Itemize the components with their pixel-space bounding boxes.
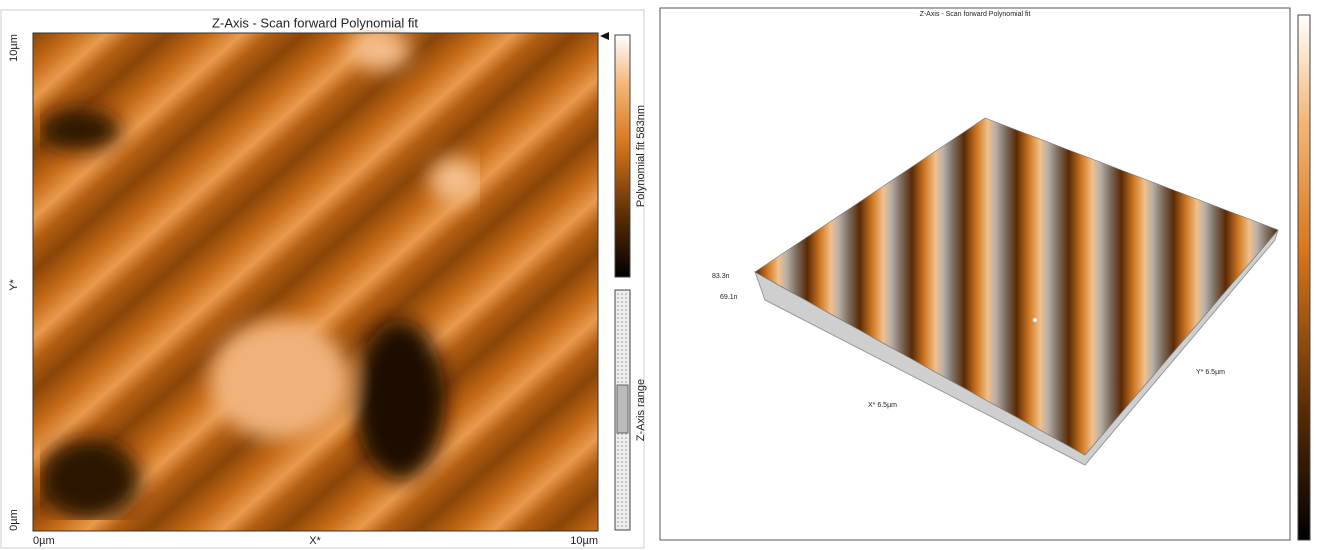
- colorbar: [615, 35, 630, 277]
- x-axis-3d-label: X* 6.5µm: [868, 402, 897, 409]
- right-title: Z-Axis - Scan forward Polynomial fit: [920, 11, 1031, 18]
- screenshot: Z-Axis - Scan forward Polynomial fit 10µ…: [0, 0, 1317, 550]
- y-bottom-label: 0µm: [8, 509, 20, 531]
- y-top-label: 10µm: [8, 34, 20, 62]
- colorbar-label: Polynomial fit 583nm: [635, 105, 647, 207]
- z-range-slider[interactable]: [617, 385, 628, 433]
- z-top-label: 83.3n: [712, 273, 730, 280]
- page: {"left_panel": {"title": "Z-Axis - Scan …: [0, 0, 1317, 550]
- right-colorbar: [1298, 15, 1310, 540]
- z-bottom-label: 69.1n: [720, 294, 738, 301]
- x-left-label: 0µm: [33, 535, 55, 547]
- z-range-label: Z-Axis range: [635, 379, 647, 441]
- x-axis-label: X*: [309, 535, 321, 547]
- x-right-label: 10µm: [570, 535, 598, 547]
- afm-image: [33, 30, 598, 531]
- y-axis-3d-label: Y* 6.5µm: [1196, 369, 1225, 376]
- left-title: Z-Axis - Scan forward Polynomial fit: [212, 15, 418, 30]
- y-axis-label: Y*: [8, 278, 20, 290]
